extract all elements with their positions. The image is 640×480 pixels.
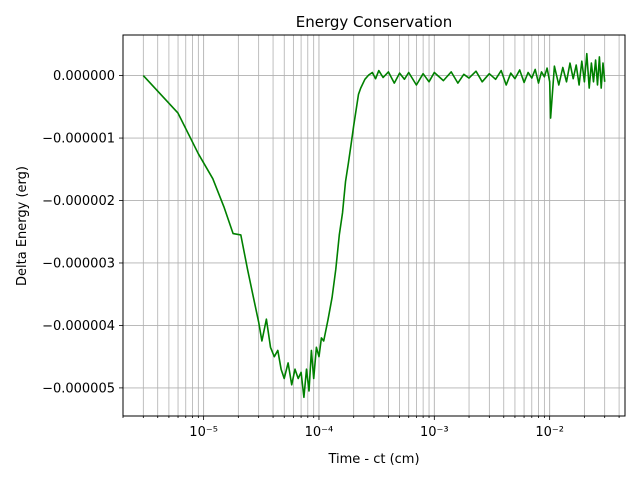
x-tick-label: 10⁻⁵: [189, 425, 218, 440]
series-group: [142, 52, 606, 399]
x-tick-label: 10⁻⁴: [305, 425, 334, 440]
y-tick-label: −0.000004: [42, 319, 115, 334]
x-ticks: 10⁻⁵ 10⁻⁴ 10⁻³ 10⁻²: [122, 416, 620, 440]
delta-energy-line: [142, 52, 606, 399]
y-axis-label: Delta Energy (erg): [15, 166, 30, 286]
y-ticks: 0.000000 −0.000001 −0.000002 −0.000003 −0.00…: [42, 69, 123, 396]
y-tick-label: 0.000000: [53, 69, 115, 84]
y-tick-label: −0.000005: [42, 381, 115, 396]
y-tick-label: −0.000001: [42, 132, 115, 147]
x-axis-label: Time - ct (cm): [327, 452, 419, 467]
y-tick-label: −0.000003: [42, 256, 115, 271]
x-grid: [122, 35, 620, 416]
x-tick-label: 10⁻²: [535, 425, 564, 440]
y-tick-label: −0.000002: [42, 194, 115, 209]
plot-frame: [122, 34, 626, 417]
y-grid: [123, 75, 625, 389]
x-tick-label: 10⁻³: [420, 425, 449, 440]
chart-title: Energy Conservation: [296, 13, 452, 31]
